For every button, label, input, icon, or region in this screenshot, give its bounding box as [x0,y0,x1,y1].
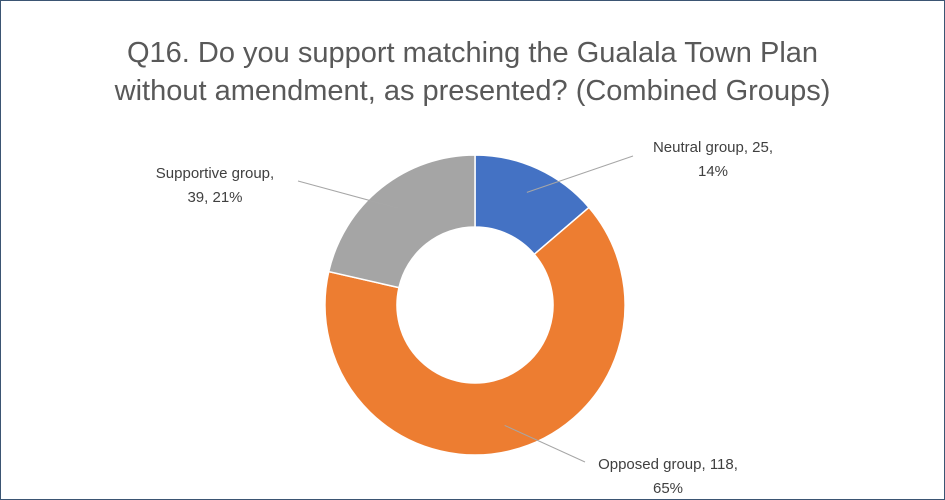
data-label-neutral-line-2: 14% [698,163,728,180]
chart-title-line-1: Q16. Do you support matching the Gualala… [126,37,819,69]
leader-line-opposed-group [504,424,586,463]
chart-title-line-2: without amendment, as presented? (Combin… [114,75,831,107]
leader-line-supportive-group [297,180,398,209]
data-label-opposed-line-2: 65% [653,480,683,497]
data-label-neutral-line-1: Neutral group, 25, [653,139,773,156]
data-label-supportive-line-2: 39, 21% [187,189,242,206]
donut-slice-opposed-group [324,206,626,456]
donut-slice-supportive-group [327,154,476,289]
leader-line-neutral-group [526,155,634,193]
data-label-opposed-line-1: Opposed group, 118, [598,456,738,473]
data-label-supportive-line-1: Supportive group, [156,165,274,182]
